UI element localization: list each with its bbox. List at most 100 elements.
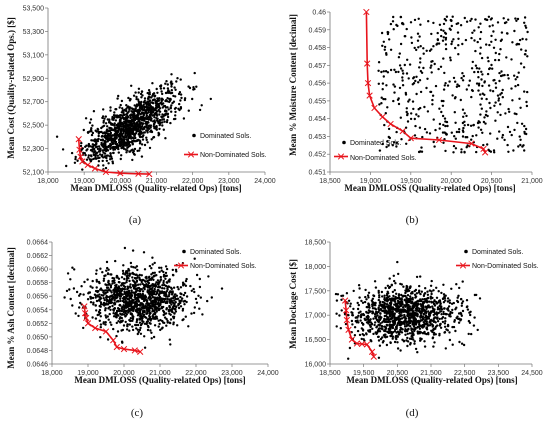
dominated-point [72,287,76,290]
dominated-point [157,134,160,137]
dominated-point [107,144,111,148]
dominated-point [460,148,463,151]
dominated-point [444,317,447,320]
dominated-point [367,309,371,312]
dominated-point [136,289,139,292]
dominated-point [172,94,175,98]
dominated-point [135,125,138,128]
dominated-point [106,272,110,275]
dominated-point [430,60,433,63]
dominated-point [143,127,146,130]
dominated-point [390,332,394,336]
dominated-point [136,311,139,314]
dominated-point [97,160,101,163]
dominated-point [423,345,427,348]
dominated-point [125,279,128,282]
dominated-point [488,149,491,153]
dominated-point [350,319,354,323]
dominated-point [85,158,89,161]
dominated-point [128,329,131,332]
dominated-point [170,308,174,311]
dominated-point [150,337,153,340]
dominated-point [517,145,520,148]
dominated-point [450,287,453,290]
dominated-point [109,321,112,324]
dominated-point [138,304,142,307]
panel-d-caption: (d) [406,407,419,419]
pareto-front-marker [75,136,82,143]
dominated-point [368,310,371,314]
dominated-point [148,264,152,268]
dominated-point [402,308,406,311]
dominated-point [140,107,143,111]
dominated-point [138,290,142,293]
dominated-point [105,260,109,264]
dominated-point [428,320,432,324]
dominated-point [91,143,95,146]
dominated-point [421,332,425,335]
x-tick-label: 20,000 [110,178,132,185]
dominated-point [438,300,442,303]
dominated-point [100,126,103,130]
dominated-point [377,289,380,293]
dominated-point [496,137,499,140]
dominated-point [375,318,379,322]
dominated-point [183,291,187,295]
dominated-point [385,52,388,55]
dominated-point [374,308,378,311]
dominated-point [457,84,461,88]
dominated-point [396,347,400,350]
dominated-point [437,290,440,293]
dominated-point [159,318,162,322]
dominated-point [95,272,98,275]
dominated-point [406,344,409,348]
dominated-point [377,61,381,64]
dominated-point [106,125,109,128]
dominated-point [105,156,108,160]
dominated-point [381,306,384,309]
dominated-point [115,134,118,138]
dominated-point [153,98,156,101]
dominated-point [154,283,157,286]
dominated-point [153,271,156,274]
dominated-point [165,308,168,311]
dominated-point [474,18,477,21]
dominated-point [452,151,455,154]
dominated-point [419,61,422,64]
dominated-point [407,77,410,80]
dominated-point [359,319,362,322]
dominated-point [472,324,476,327]
dominated-point [417,300,420,303]
dominated-point [393,330,397,333]
dominated-point [175,80,178,83]
dominated-point [142,113,146,117]
dominated-point [470,95,473,99]
dominated-point [389,334,393,338]
dominated-point [168,338,171,341]
dominated-point [108,288,111,291]
dominated-point [95,141,98,145]
dominated-point [503,138,506,142]
dominated-point [168,301,172,304]
dominated-point [479,46,482,49]
dominated-point [406,328,409,332]
dominated-point [419,45,422,48]
dominated-point [163,313,166,316]
dominated-point [159,101,163,105]
dominated-point [158,308,161,311]
dominated-point [443,295,446,298]
dominated-point [389,48,393,51]
dominated-point [410,302,413,305]
dominated-point [336,293,340,296]
dominated-point [138,312,142,316]
dominated-point [456,315,459,318]
y-tick-label: 0.0654 [27,307,49,314]
pareto-front-marker [353,340,361,347]
dominated-point [145,138,148,142]
dominated-point [408,337,412,340]
dominated-point [520,48,523,51]
dominated-point [455,85,459,89]
dominated-point [112,315,116,318]
dominated-point [361,313,365,316]
dominated-point [105,289,109,292]
